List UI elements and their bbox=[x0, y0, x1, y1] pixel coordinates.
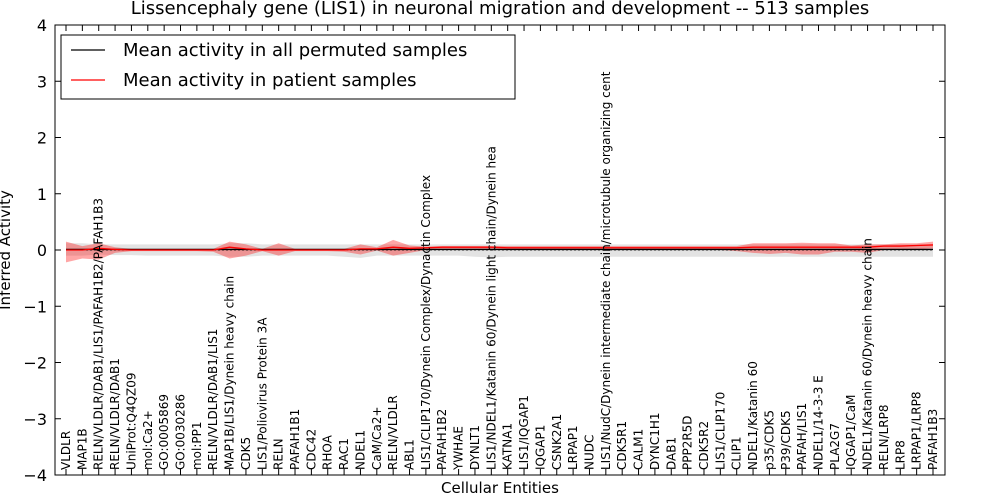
category-label: LIS1/NDEL1/Katanin 60/Dynein light chain… bbox=[484, 146, 498, 470]
y-tick-label: 4 bbox=[37, 16, 47, 35]
category-label: DYNLT1 bbox=[468, 425, 482, 470]
legend-label-patient: Mean activity in patient samples bbox=[123, 70, 417, 91]
y-tick-label: −2 bbox=[23, 354, 47, 373]
category-label: LIS1/NudC/Dynein intermediate chain/micr… bbox=[599, 71, 613, 470]
category-label: PAFAH/LIS1 bbox=[795, 403, 809, 470]
category-label: RELN/LRP8 bbox=[877, 404, 891, 470]
category-label: LRPAP1 bbox=[566, 425, 580, 470]
category-label: RHOA bbox=[321, 434, 335, 470]
category-label: RELN/VLDLR/DAB1 bbox=[108, 358, 122, 470]
category-label: MAP1B bbox=[75, 428, 89, 470]
category-label: NUDC bbox=[582, 435, 596, 470]
category-label: PAFAH1B3 bbox=[926, 409, 940, 470]
category-label: LIS1/IQGAP1 bbox=[517, 395, 531, 470]
category-label: P39/CDK5 bbox=[779, 410, 793, 470]
y-tick-label: −4 bbox=[23, 466, 47, 485]
category-label: CDC42 bbox=[304, 429, 318, 470]
category-label: CSNK2A1 bbox=[550, 414, 564, 470]
category-label: RELN/VLDLR bbox=[386, 395, 400, 470]
category-label: RAC1 bbox=[337, 438, 351, 470]
category-label: LRP8 bbox=[893, 440, 907, 470]
category-label: KATNA1 bbox=[501, 423, 515, 470]
category-label: GO:0005869 bbox=[157, 394, 171, 470]
y-tick-label: 3 bbox=[37, 72, 47, 91]
category-label: LIS1/CLIP170 bbox=[713, 392, 727, 470]
category-label: UniProt:Q4QZ09 bbox=[124, 372, 138, 470]
category-label: VLDLR bbox=[59, 431, 73, 470]
y-axis-label: Inferred Activity bbox=[0, 190, 14, 310]
category-label: CLIP1 bbox=[730, 437, 744, 470]
category-label: PLA2G7 bbox=[828, 423, 842, 470]
band-permuted bbox=[66, 243, 933, 258]
category-label: CDK5 bbox=[239, 437, 253, 470]
category-label: IQGAP1 bbox=[533, 425, 547, 470]
y-tick-label: 0 bbox=[37, 241, 47, 260]
category-label: NDEL1 bbox=[353, 430, 367, 470]
legend: Mean activity in all permuted samples Me… bbox=[60, 34, 516, 100]
category-label: MAP1B/LIS1/Dynein heavy chain bbox=[223, 276, 237, 470]
category-label: RELN/VLDLR/DAB1/LIS1 bbox=[206, 329, 220, 470]
series-line-patient bbox=[66, 244, 934, 251]
category-label: ABL1 bbox=[403, 439, 417, 470]
bands-layer bbox=[66, 239, 933, 263]
legend-box bbox=[60, 34, 516, 100]
category-label: CDK5R1 bbox=[615, 421, 629, 470]
category-label: PAFAH1B2 bbox=[435, 409, 449, 470]
category-label: LRPAP1/LRP8 bbox=[910, 391, 924, 470]
category-label: CaM/Ca2+ bbox=[370, 406, 384, 470]
category-label: GO:0030286 bbox=[174, 394, 188, 470]
category-labels: VLDLR MAP1B RELN/VLDLR/DAB1/LIS1/PAFAH1B2/… bbox=[59, 71, 940, 471]
x-axis-label: Cellular Entities bbox=[441, 479, 559, 497]
band-patient bbox=[66, 239, 933, 263]
y-tick-label: 2 bbox=[37, 129, 47, 148]
lines-layer bbox=[66, 244, 934, 251]
x-axis bbox=[65, 25, 934, 475]
category-label: PAFAH1B1 bbox=[288, 409, 302, 470]
category-label: IQGAP1/CaM bbox=[844, 395, 858, 471]
chart-title: Lissencephaly gene (LIS1) in neuronal mi… bbox=[131, 0, 870, 19]
category-label: NDEL1/Katanin 60 bbox=[746, 361, 760, 470]
category-label: CALM1 bbox=[632, 429, 646, 470]
y-axis: −4 −3 −2 −1 0 1 2 3 4 bbox=[23, 16, 945, 485]
category-label: LIS1/CLIP170/Dynein Complex/Dynactin Com… bbox=[419, 175, 433, 470]
y-tick-label: −3 bbox=[23, 410, 47, 429]
y-tick-label: 1 bbox=[37, 185, 47, 204]
y-tick-label: −1 bbox=[23, 297, 47, 316]
category-label: p35/CDK5 bbox=[762, 410, 776, 470]
category-label: DYNC1H1 bbox=[648, 412, 662, 470]
legend-label-permuted: Mean activity in all permuted samples bbox=[123, 40, 467, 61]
category-label: mol:Ca2+ bbox=[141, 410, 155, 470]
category-label: CDK5R2 bbox=[697, 421, 711, 470]
category-label: DAB1 bbox=[664, 437, 678, 470]
category-label: NDEL1/14-3-3 E bbox=[811, 375, 825, 470]
category-label: RELN/VLDLR/DAB1/LIS1/PAFAH1B2/PAFAH1B3 bbox=[92, 198, 106, 470]
category-label: NDEL1/Katanin 60/Dynein heavy chain bbox=[861, 238, 875, 470]
category-label: PPP2R5D bbox=[681, 415, 695, 470]
category-label: RELN bbox=[272, 438, 286, 470]
category-label: mol:PP1 bbox=[190, 421, 204, 470]
category-label: LIS1/Poliovirus Protein 3A bbox=[255, 317, 269, 470]
category-label: YWHAE bbox=[452, 426, 466, 471]
